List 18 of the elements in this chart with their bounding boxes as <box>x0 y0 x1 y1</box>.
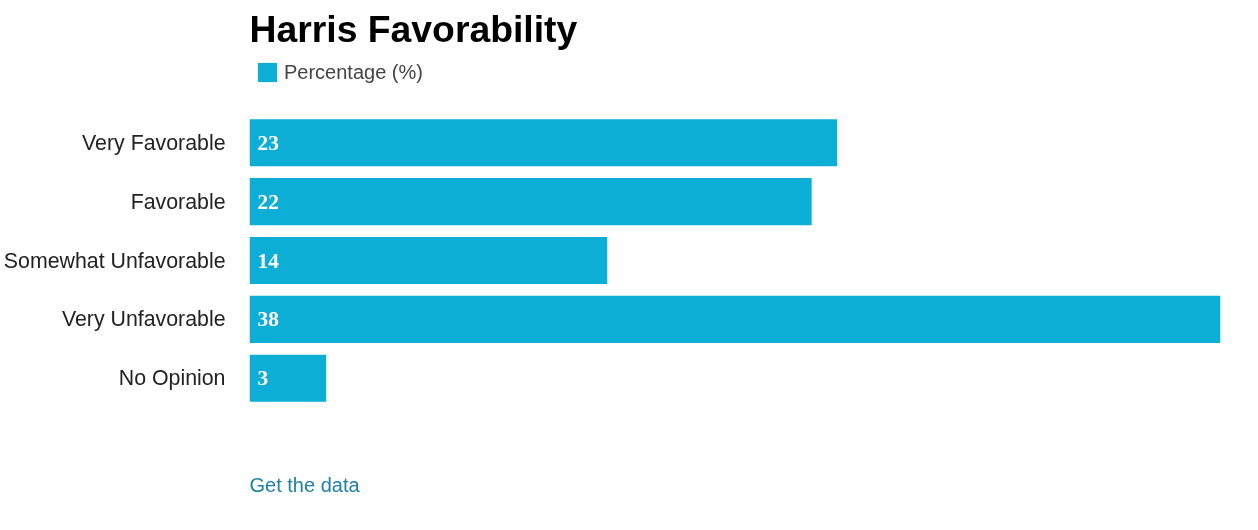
y-tick-label: Very Unfavorable <box>61 307 226 332</box>
bar <box>249 295 1221 343</box>
data-label: 22 <box>257 189 279 214</box>
bar <box>249 354 327 402</box>
bar <box>249 119 838 167</box>
legend-label: Percentage (%) <box>284 60 423 84</box>
data-label: 38 <box>257 307 279 332</box>
y-tick-label: No Opinion <box>118 366 226 391</box>
bar <box>249 236 608 285</box>
text: Get the data <box>249 473 361 496</box>
y-tick-label: Somewhat Unfavorable <box>3 248 226 273</box>
chart-title: Harris Favorability <box>249 7 578 50</box>
data-label: 14 <box>257 248 280 273</box>
y-tick-label: Very Favorable <box>82 130 226 155</box>
bar <box>249 178 812 226</box>
data-label: 23 <box>257 130 279 155</box>
y-tick-label: Favorable <box>130 189 226 214</box>
data-label: 3 <box>257 366 269 391</box>
